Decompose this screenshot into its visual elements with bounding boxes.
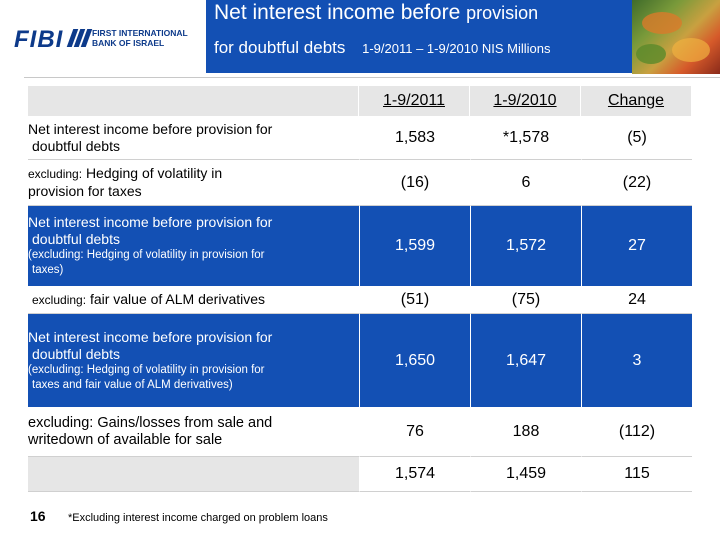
value-change: (112) bbox=[581, 407, 692, 457]
row-label-line: doubtful debts bbox=[32, 137, 120, 154]
row-label-line: Net interest income before provision for bbox=[28, 328, 273, 345]
row-label-line: excluding: Gains/losses from sale and bbox=[28, 415, 272, 432]
value-2011: (51) bbox=[359, 286, 470, 314]
value-2011: 76 bbox=[359, 407, 470, 457]
row-label-line: (excluding: Hedging of volatility in pro… bbox=[28, 249, 265, 261]
header-divider bbox=[24, 77, 720, 78]
row-label-line: writedown of available for sale bbox=[28, 431, 223, 448]
income-table: 1-9/2011 1-9/2010 Change Net interest in… bbox=[28, 86, 692, 492]
value-2011: 1,599 bbox=[359, 206, 470, 286]
value-2011: 1,574 bbox=[359, 457, 470, 492]
value-2010: 6 bbox=[470, 160, 581, 206]
row-label-line: taxes) bbox=[32, 264, 64, 276]
row-label: Net interest income before provision for… bbox=[28, 314, 359, 407]
row-label-line: excluding: fair value of ALM derivatives bbox=[28, 291, 265, 309]
value-change: (22) bbox=[581, 160, 692, 206]
row-label-line: doubtful debts bbox=[32, 345, 120, 362]
logo-wordmark: FIBI bbox=[14, 26, 64, 53]
table-row: Net interest income before provision for… bbox=[28, 116, 692, 160]
row-label: excluding: fair value of ALM derivatives bbox=[28, 286, 359, 314]
header-2011: 1-9/2011 bbox=[359, 86, 470, 116]
row-label-text: Hedging of volatility in bbox=[85, 165, 223, 181]
value-2010: *1,578 bbox=[470, 116, 581, 160]
row-label-text: fair value of ALM derivatives bbox=[89, 290, 266, 307]
row-label-line: Net interest income before provision for bbox=[28, 120, 273, 137]
value-2011: 1,583 bbox=[359, 116, 470, 160]
header-photo bbox=[632, 0, 720, 74]
row-label-line: provision for taxes bbox=[28, 183, 142, 199]
row-label-blank bbox=[28, 457, 359, 492]
value-2010: 1,459 bbox=[470, 457, 581, 492]
value-2010: 1,572 bbox=[470, 206, 581, 286]
value-change: 115 bbox=[581, 457, 692, 492]
excluding-prefix: excluding: bbox=[28, 167, 83, 181]
logo-mark-icon bbox=[66, 27, 93, 49]
excluding-prefix: excluding: bbox=[28, 414, 94, 431]
logo-line2: BANK OF ISRAEL bbox=[92, 38, 165, 48]
header-2010: 1-9/2010 bbox=[470, 86, 581, 116]
row-label: Net interest income before provision for… bbox=[28, 116, 359, 160]
table-row-total: 1,574 1,459 115 bbox=[28, 457, 692, 492]
title-banner: Net interest income before provision for… bbox=[206, 0, 632, 73]
title-line2: for doubtful debts 1-9/2011 – 1-9/2010 N… bbox=[214, 38, 550, 58]
row-label-text: Gains/losses from sale and bbox=[97, 414, 273, 431]
title-line2-main: for doubtful debts bbox=[214, 38, 346, 57]
value-change: 27 bbox=[581, 206, 692, 286]
value-2010: 1,647 bbox=[470, 314, 581, 407]
value-2011: 1,650 bbox=[359, 314, 470, 407]
table-row: excluding: fair value of ALM derivatives… bbox=[28, 286, 692, 314]
page-number: 16 bbox=[30, 508, 46, 524]
value-2010: (75) bbox=[470, 286, 581, 314]
header-blank bbox=[28, 86, 359, 116]
table-row: excluding: Gains/losses from sale and wr… bbox=[28, 407, 692, 457]
value-change: 24 bbox=[581, 286, 692, 314]
header-change: Change bbox=[581, 86, 692, 116]
logo-bank-name: FIRST INTERNATIONAL BANK OF ISRAEL bbox=[92, 28, 188, 48]
row-label-line: taxes and fair value of ALM derivatives) bbox=[32, 378, 233, 391]
value-change: 3 bbox=[581, 314, 692, 407]
table-header-row: 1-9/2011 1-9/2010 Change bbox=[28, 86, 692, 116]
footnote: *Excluding interest income charged on pr… bbox=[68, 512, 328, 524]
row-label-line: (excluding: Hedging of volatility in pro… bbox=[28, 363, 265, 376]
table-row: excluding: Hedging of volatility in prov… bbox=[28, 160, 692, 206]
logo-line1: FIRST INTERNATIONAL bbox=[92, 28, 188, 38]
row-label-line: Net interest income before provision for bbox=[28, 214, 273, 230]
value-2011: (16) bbox=[359, 160, 470, 206]
title-line1-small: provision bbox=[466, 3, 539, 23]
title-period: 1-9/2011 – 1-9/2010 NIS Millions bbox=[362, 41, 551, 56]
title-line1-main: Net interest income before bbox=[214, 1, 461, 24]
value-2010: 188 bbox=[470, 407, 581, 457]
value-change: (5) bbox=[581, 116, 692, 160]
row-label: Net interest income before provision for… bbox=[28, 206, 359, 286]
row-label: excluding: Gains/losses from sale and wr… bbox=[28, 407, 359, 457]
row-label-line: excluding: Hedging of volatility in bbox=[28, 165, 222, 183]
table-row-subtotal: Net interest income before provision for… bbox=[28, 206, 692, 286]
row-label: excluding: Hedging of volatility in prov… bbox=[28, 160, 359, 206]
logo: FIBI FIRST INTERNATIONAL BANK OF ISRAEL bbox=[0, 0, 205, 74]
table-row-subtotal: Net interest income before provision for… bbox=[28, 314, 692, 407]
excluding-prefix: excluding: bbox=[32, 292, 87, 307]
row-label-line: doubtful debts bbox=[32, 231, 120, 247]
title-line1: Net interest income before provision bbox=[214, 1, 538, 25]
